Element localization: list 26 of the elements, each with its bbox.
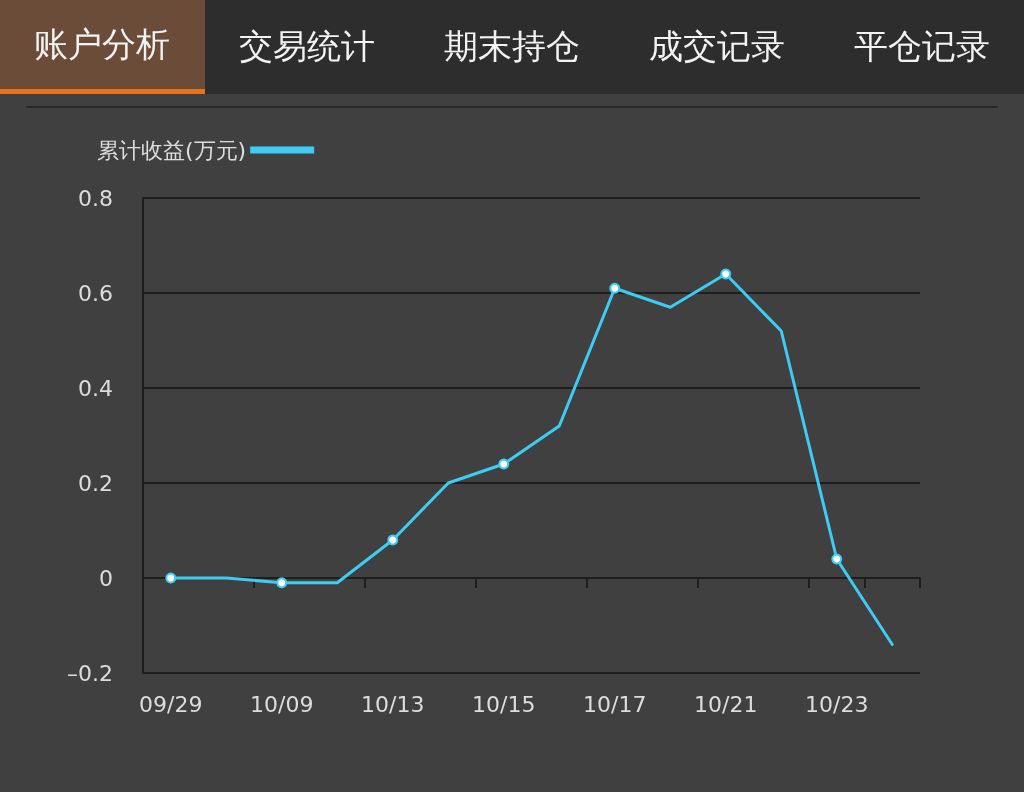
x-tick-label: 10/09 xyxy=(250,691,314,717)
point xyxy=(609,282,621,294)
point xyxy=(831,553,843,565)
y-tick-label: 0.4 xyxy=(78,375,113,401)
y-tick-label: 0 xyxy=(99,565,113,591)
point xyxy=(387,534,399,546)
x-tick-label: 10/13 xyxy=(361,691,425,717)
y-tick-label: 0.6 xyxy=(78,280,113,306)
y-tick-label: 0.8 xyxy=(78,185,113,211)
point xyxy=(276,577,288,589)
x-tick-label: 09/29 xyxy=(139,691,203,717)
x-tick-label: 10/21 xyxy=(694,691,758,717)
x-tick-label: 10/15 xyxy=(472,691,536,717)
point xyxy=(720,268,732,280)
y-tick-label: 0.2 xyxy=(78,470,113,496)
legend-label: 累计收益(万元) xyxy=(96,137,247,163)
point xyxy=(498,458,510,470)
x-tick-label: 10/17 xyxy=(583,691,647,717)
text: 交易统计 xyxy=(238,25,377,68)
text: 平仓记录 xyxy=(852,25,991,68)
text: 期末持仓 xyxy=(443,25,581,68)
y-tick-label: –0.2 xyxy=(67,660,113,686)
x-tick-label: 10/23 xyxy=(805,691,869,717)
text: 账户分析 xyxy=(0,0,205,94)
text: 成交记录 xyxy=(647,25,786,68)
point xyxy=(165,572,177,584)
